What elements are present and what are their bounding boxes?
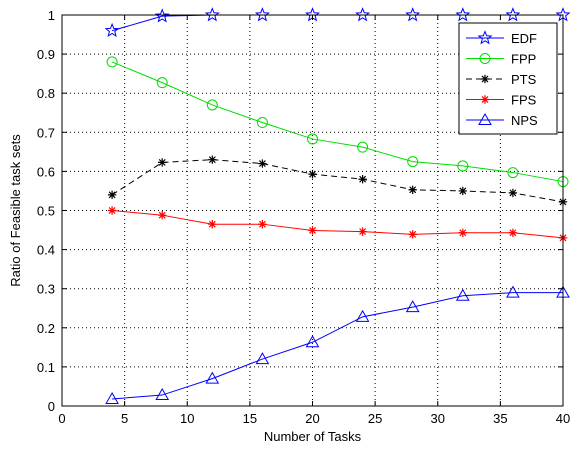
data-point-fpp — [407, 156, 419, 168]
data-point-fpp — [206, 99, 218, 111]
x-tick-label: 35 — [493, 411, 507, 426]
legend-label-nps: NPS — [511, 113, 538, 128]
y-tick-label: 0.5 — [37, 204, 55, 219]
y-tick-label: 0.7 — [37, 125, 55, 140]
data-point-fps — [508, 228, 518, 237]
legend-marker-edf — [477, 30, 493, 45]
legend-label-fpp: FPP — [511, 52, 536, 67]
data-point-edf — [355, 7, 371, 22]
data-point-fps — [258, 219, 267, 229]
y-tick-label: 0.1 — [37, 360, 55, 375]
data-point-pts — [158, 158, 167, 167]
data-point-pts — [308, 169, 317, 179]
y-tick-label: 0.9 — [37, 47, 55, 62]
data-point-fps — [208, 219, 217, 229]
data-point-nps — [155, 388, 170, 401]
data-point-edf — [204, 7, 220, 22]
data-point-fpp — [507, 167, 519, 179]
y-tick-label: 0.3 — [37, 282, 55, 297]
data-point-edf — [154, 8, 170, 23]
data-point-fpp — [256, 117, 268, 129]
data-point-fpp — [357, 141, 369, 153]
x-tick-label: 0 — [58, 411, 65, 426]
x-tick-label: 25 — [368, 411, 382, 426]
y-tick-label: 0.4 — [37, 243, 55, 258]
data-point-pts — [107, 190, 117, 200]
y-tick-label: 1 — [48, 8, 55, 23]
legend-label-edf: EDF — [511, 31, 537, 46]
data-point-fpp — [106, 56, 118, 68]
legend-marker-fpp — [479, 53, 491, 64]
series-nps — [105, 285, 570, 404]
series-line-fpp — [111, 61, 564, 183]
data-point-pts — [208, 155, 217, 164]
data-point-pts — [258, 159, 267, 168]
x-tick-label: 30 — [431, 411, 445, 426]
legend: EDF FPP PTS FPS NPS — [458, 22, 558, 135]
data-point-fps — [358, 227, 367, 236]
data-point-nps — [405, 300, 420, 313]
data-point-edf — [104, 22, 120, 38]
data-point-fps — [458, 228, 467, 237]
data-point-edf — [405, 7, 421, 22]
data-point-nps — [105, 391, 119, 404]
legend-label-pts: PTS — [511, 72, 537, 87]
data-point-fps — [158, 210, 167, 220]
data-point-pts — [358, 175, 367, 184]
legend-marker-pts — [480, 74, 490, 84]
data-point-nps — [355, 309, 370, 322]
legend-box — [458, 22, 558, 135]
data-point-pts — [458, 186, 467, 196]
x-tick-label: 20 — [305, 411, 319, 426]
x-axis-label: Number of Tasks — [264, 429, 362, 444]
data-point-edf — [505, 7, 521, 22]
data-point-fps — [107, 206, 117, 215]
data-point-fpp — [307, 133, 318, 145]
y-tick-label: 0.6 — [37, 164, 55, 179]
data-point-pts — [408, 185, 417, 194]
data-point-fps — [308, 226, 317, 235]
data-point-edf — [254, 7, 270, 22]
y-tick-label: 0.2 — [37, 321, 55, 336]
data-point-nps — [305, 335, 320, 348]
data-point-edf — [455, 7, 471, 22]
x-tick-label: 10 — [180, 411, 194, 426]
legend-label-fps: FPS — [511, 93, 537, 108]
data-point-nps — [506, 285, 520, 298]
series-line-nps — [112, 292, 563, 400]
series-fpp — [106, 56, 569, 188]
y-tick-label: 0.8 — [37, 86, 55, 101]
legend-marker-nps — [478, 112, 492, 125]
data-point-fps — [408, 230, 417, 239]
data-point-fpp — [156, 77, 168, 89]
data-point-nps — [205, 371, 220, 384]
legend-marker-fps — [480, 95, 490, 104]
x-tick-label: 15 — [243, 411, 257, 426]
series-layer — [104, 7, 571, 404]
y-tick-label: 0 — [48, 399, 55, 414]
data-point-nps — [255, 352, 270, 365]
x-tick-label: 5 — [121, 411, 128, 426]
x-tick-label: 40 — [556, 411, 570, 426]
data-point-nps — [455, 288, 470, 301]
axis-ticks: 0 5 10 15 20 25 30 35 40 0 0.1 0.2 0.3 0.4 0.5 0.6 0.7 0.… — [37, 8, 570, 426]
series-line-pts — [111, 159, 564, 203]
data-point-pts — [508, 188, 518, 198]
series-line-fps — [112, 210, 564, 239]
y-axis-label: Ratio of Feasible task sets — [8, 134, 23, 287]
data-point-fpp — [457, 160, 469, 172]
